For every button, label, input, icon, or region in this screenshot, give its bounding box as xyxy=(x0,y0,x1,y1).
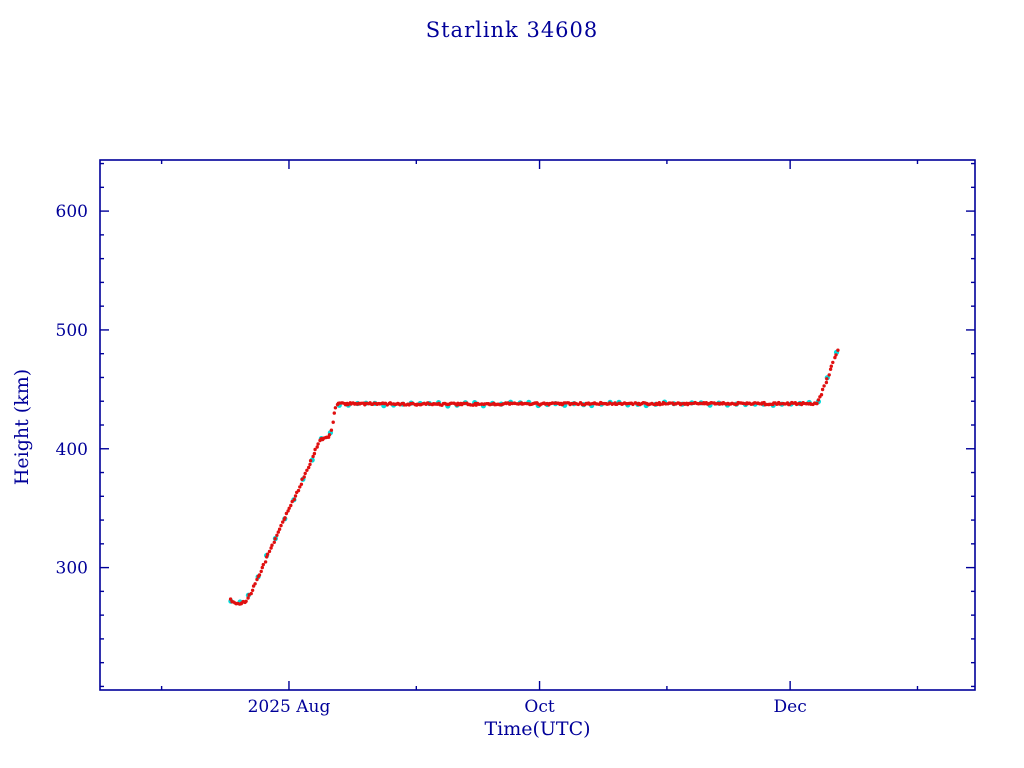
axis-frame xyxy=(99,159,976,691)
svg-text:600: 600 xyxy=(56,202,88,222)
svg-text:500: 500 xyxy=(56,321,88,341)
x-axis-label: Time(UTC) xyxy=(484,718,591,740)
tick-labels: 2025 Aug Oct Dec 300 400 500 600 xyxy=(56,202,807,717)
svg-text:300: 300 xyxy=(56,559,88,579)
svg-text:400: 400 xyxy=(56,440,88,460)
chart-title: Starlink 34608 xyxy=(425,18,599,42)
data-points-primary xyxy=(228,348,840,606)
svg-text:Dec: Dec xyxy=(774,697,807,717)
svg-text:Oct: Oct xyxy=(524,697,554,717)
data-points-secondary xyxy=(228,349,840,605)
axis-ticks xyxy=(100,160,975,690)
svg-text:2025 Aug: 2025 Aug xyxy=(248,697,331,717)
